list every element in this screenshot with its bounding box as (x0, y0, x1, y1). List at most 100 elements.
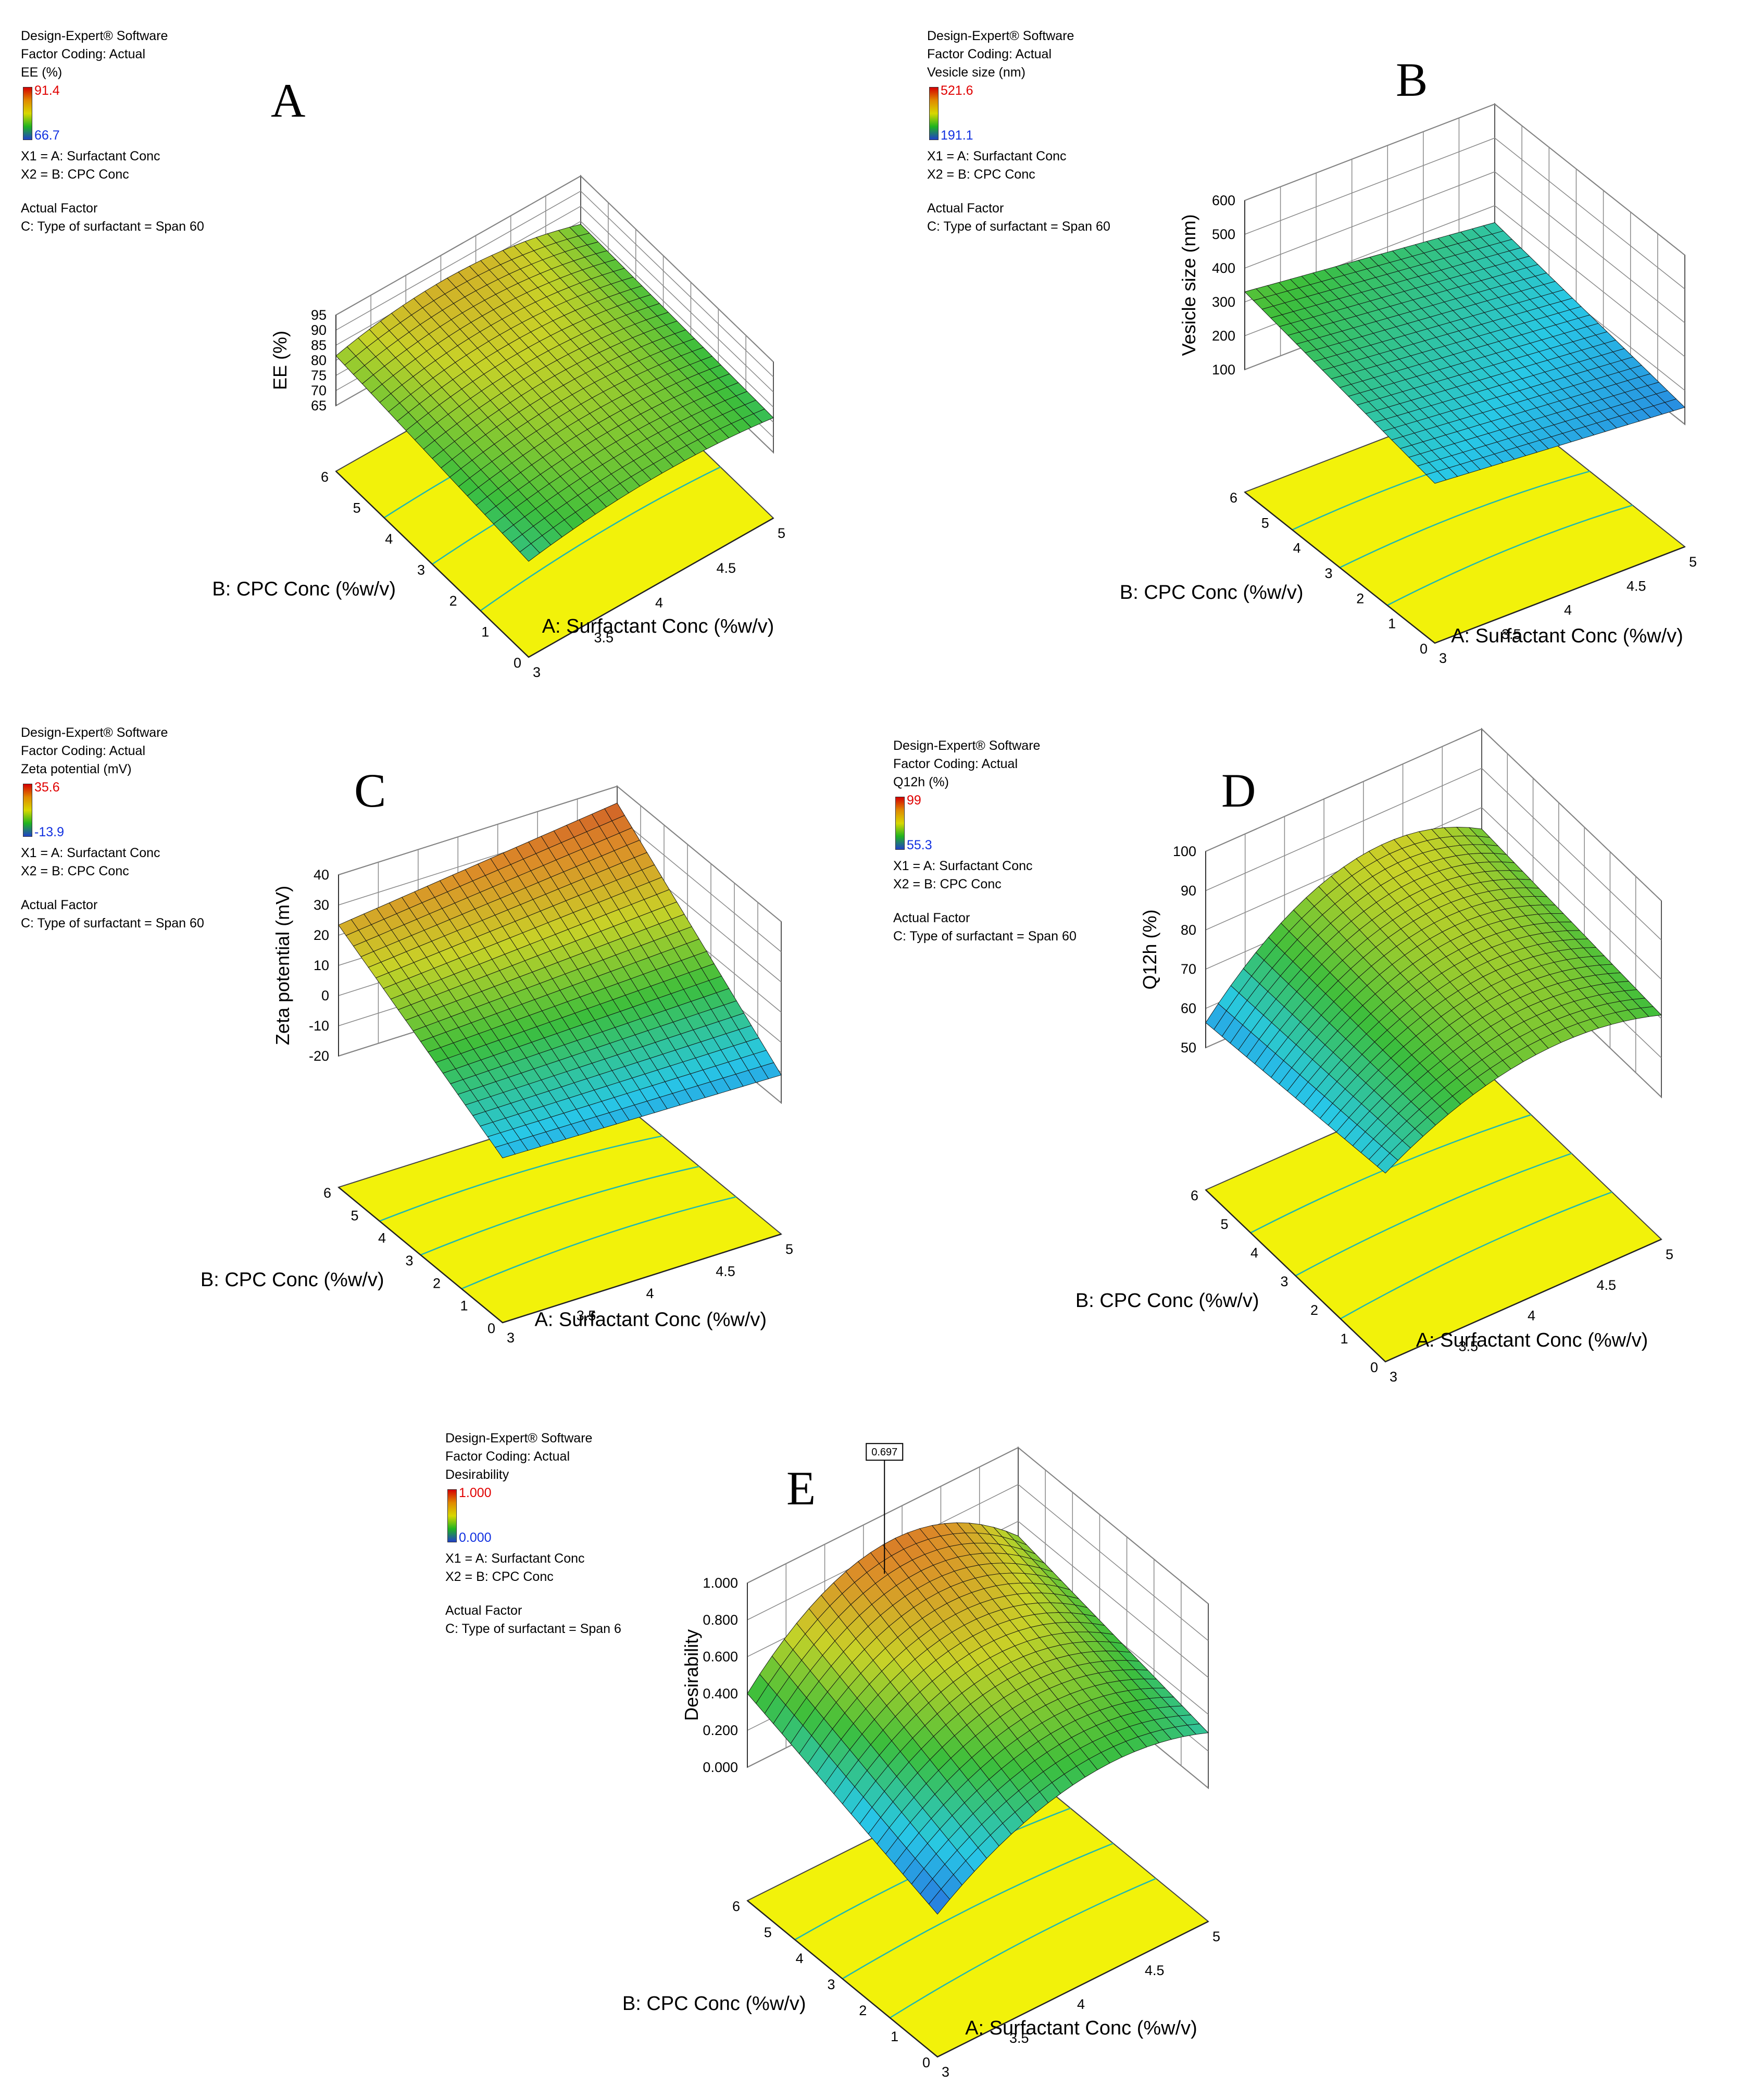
color-scale-min: 66.7 (34, 128, 60, 143)
factor-x1: X1 = A: Surfactant Conc (893, 859, 1033, 873)
z-tick-label: -10 (309, 1018, 329, 1034)
panel-b-info: Design-Expert® Software Factor Coding: A… (927, 27, 1110, 236)
b-tick-label: 4 (1293, 541, 1301, 556)
z-tick-label: 300 (1212, 294, 1235, 310)
factor-x1: X1 = A: Surfactant Conc (927, 149, 1067, 164)
b-axis-title: B: CPC Conc (%w/v) (212, 579, 396, 600)
z-axis-title: Vesicle size (nm) (1178, 214, 1199, 356)
software-name: Design-Expert® Software (927, 29, 1074, 43)
b-tick-label: 0 (487, 1321, 495, 1336)
contour-line (480, 466, 721, 611)
z-tick-label: 65 (311, 398, 327, 413)
color-scale-legend: 91.4 66.7 (21, 83, 204, 143)
actual-factor-value: C: Type of surfactant = Span 60 (21, 219, 204, 234)
actual-factor-value: C: Type of surfactant = Span 60 (893, 929, 1077, 944)
a-tick-label: 3 (533, 664, 541, 680)
b-tick-label: 2 (433, 1275, 441, 1291)
z-tick-label: 90 (311, 322, 327, 338)
factor-coding: Factor Coding: Actual (21, 47, 146, 61)
factor-x1: X1 = A: Surfactant Conc (21, 846, 160, 860)
panel-c-info: Design-Expert® Software Factor Coding: A… (21, 724, 204, 933)
response-name: EE (%) (21, 65, 62, 80)
b-tick-label: 3 (405, 1253, 413, 1268)
software-name: Design-Expert® Software (893, 738, 1041, 753)
color-scale-max: 521.6 (941, 83, 973, 98)
z-tick-label: 30 (314, 897, 329, 913)
a-tick-label: 5 (1689, 554, 1697, 570)
response-surface (335, 224, 774, 562)
a-tick-label: 4 (655, 595, 663, 611)
z-tick-label: 1.000 (703, 1575, 738, 1591)
b-tick-label: 5 (353, 500, 361, 516)
b-tick-label: 0 (922, 2055, 930, 2070)
b-axis-title: B: CPC Conc (%w/v) (622, 1993, 806, 2015)
b-tick-label: 1 (481, 624, 489, 640)
color-scale-min: 55.3 (907, 838, 932, 852)
z-tick-label: 200 (1212, 328, 1235, 344)
a-tick-label: 5 (1212, 1929, 1220, 1944)
b-tick-label: 6 (323, 1185, 331, 1201)
a-tick-label: 4 (1564, 602, 1572, 618)
z-tick-label: 0.800 (703, 1612, 738, 1628)
a-axis-title: A: Surfactant Conc (%w/v) (965, 2017, 1197, 2039)
color-scale-bar (23, 87, 32, 140)
color-scale-bar (929, 87, 939, 140)
contour-line (1339, 470, 1590, 569)
a-tick-label: 4 (646, 1286, 654, 1301)
color-scale-legend: 99 55.3 (893, 793, 1077, 852)
z-tick-label: 500 (1212, 227, 1235, 242)
a-tick-label: 5 (778, 525, 785, 541)
surface-cell (494, 1143, 516, 1159)
color-scale-bar (23, 784, 32, 837)
z-tick-label: 60 (1181, 1001, 1196, 1016)
a-tick-label: 4.5 (1627, 578, 1646, 594)
a-tick-label: 4.5 (1145, 1963, 1165, 1978)
b-axis-title: B: CPC Conc (%w/v) (201, 1269, 384, 1291)
b-tick-label: 1 (891, 2029, 898, 2044)
color-scale-max: 35.6 (34, 780, 60, 795)
b-tick-label: 3 (1324, 566, 1332, 581)
z-tick-label: 100 (1173, 844, 1196, 859)
response-name: Q12h (%) (893, 775, 949, 789)
a-tick-label: 4 (1077, 1996, 1085, 2012)
z-tick-label: 100 (1212, 362, 1235, 378)
z-axis-title: Zeta potential (mV) (272, 886, 293, 1045)
contour-line (1340, 1191, 1612, 1320)
actual-factor-heading: Actual Factor (21, 898, 98, 912)
factor-x2: X2 = B: CPC Conc (927, 167, 1035, 182)
z-tick-label: 10 (314, 958, 329, 973)
z-tick-label: 90 (1181, 883, 1196, 898)
b-tick-label: 5 (1261, 515, 1269, 531)
factor-x2: X2 = B: CPC Conc (21, 864, 129, 878)
contour-line (1295, 1152, 1572, 1277)
response-surface (338, 802, 782, 1159)
software-name: Design-Expert® Software (21, 725, 168, 740)
z-tick-label: 70 (311, 383, 327, 398)
z-tick-label: 0.600 (703, 1649, 738, 1665)
factor-x2: X2 = B: CPC Conc (893, 877, 1002, 891)
b-tick-label: 4 (385, 531, 393, 547)
b-tick-label: 4 (378, 1230, 386, 1246)
factor-coding: Factor Coding: Actual (893, 757, 1018, 771)
z-tick-label: 0.200 (703, 1723, 738, 1738)
color-scale-bar (895, 797, 905, 850)
factor-coding: Factor Coding: Actual (21, 744, 146, 758)
b-tick-label: 0 (514, 655, 521, 671)
a-axis-title: A: Surfactant Conc (%w/v) (534, 1309, 767, 1331)
actual-factor-value: C: Type of surfactant = Span 60 (927, 219, 1110, 234)
z-tick-label: 600 (1212, 193, 1235, 208)
b-axis-title: B: CPC Conc (%w/v) (1120, 582, 1304, 604)
a-tick-label: 3.5 (594, 630, 614, 645)
a-axis-title: A: Surfactant Conc (%w/v) (1451, 625, 1683, 647)
actual-factor-heading: Actual Factor (927, 201, 1004, 216)
b-tick-label: 6 (732, 1899, 740, 1914)
factor-coding: Factor Coding: Actual (927, 47, 1052, 61)
color-scale-max: 91.4 (34, 83, 60, 98)
b-tick-label: 3 (417, 562, 425, 578)
a-tick-label: 3.5 (1502, 626, 1521, 642)
b-tick-label: 0 (1420, 641, 1428, 657)
